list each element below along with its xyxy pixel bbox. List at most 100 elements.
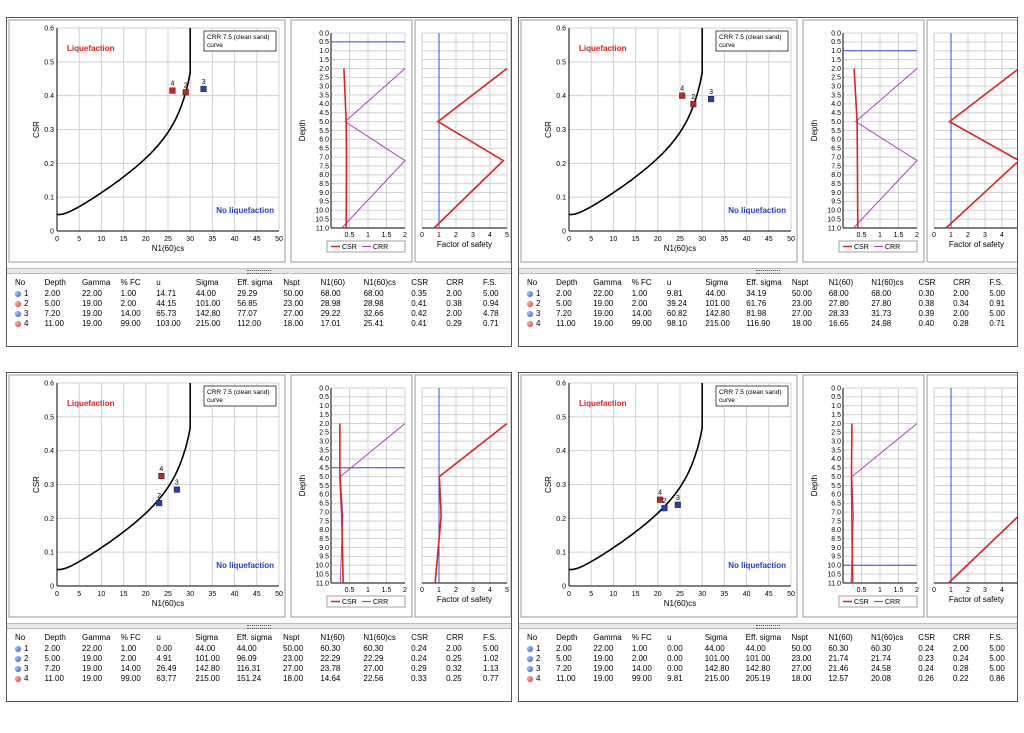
splitter-grip-icon[interactable] bbox=[247, 625, 271, 629]
splitter-grip-icon[interactable] bbox=[247, 270, 271, 274]
column-header[interactable]: F.S. bbox=[483, 633, 497, 642]
column-header[interactable]: u bbox=[156, 633, 161, 642]
column-header[interactable]: Sigma bbox=[195, 278, 219, 287]
table-row[interactable]: 1 2.00 22.00 1.00 14.71 44.00 29.29 50.00 68.00 6… bbox=[13, 289, 511, 299]
ratio-tick-label: 2 bbox=[915, 232, 919, 239]
column-header[interactable]: No bbox=[527, 278, 538, 287]
column-header[interactable]: Eff. sigma bbox=[746, 278, 782, 287]
column-header[interactable]: Gamma bbox=[593, 278, 622, 287]
table-row[interactable]: 3 7.20 19.00 14.00 65.73 142.80 77.07 27.00 29.2… bbox=[13, 309, 511, 319]
column-header[interactable]: CRR bbox=[446, 633, 464, 642]
depth-tick-label: 7.5 bbox=[319, 163, 329, 170]
results-table: No Depth Gamma % FC u Sigma Eff. sigma Nspt N1(6… bbox=[525, 631, 1017, 684]
column-header[interactable]: Depth bbox=[44, 633, 66, 642]
column-header[interactable]: Nspt bbox=[791, 633, 808, 642]
column-header[interactable]: % FC bbox=[120, 633, 141, 642]
column-header[interactable]: F.S. bbox=[989, 633, 1004, 642]
row-number-cell: 4 bbox=[525, 674, 554, 684]
ratio-tick-label: 1.5 bbox=[382, 587, 392, 594]
panel-splitter[interactable] bbox=[7, 623, 511, 629]
column-header[interactable]: Eff. sigma bbox=[236, 633, 273, 642]
n-tick-label: 50 bbox=[787, 591, 795, 598]
splitter-grip-icon[interactable] bbox=[756, 270, 780, 274]
column-header[interactable]: % FC bbox=[120, 278, 141, 287]
column-header[interactable]: Gamma bbox=[82, 633, 111, 642]
column-header[interactable]: Depth bbox=[44, 278, 66, 287]
csr-point-label: 4 bbox=[159, 466, 163, 473]
column-header[interactable]: CSR bbox=[411, 633, 428, 642]
column-header[interactable]: u bbox=[156, 278, 161, 287]
table-row[interactable]: 2 5.00 19.00 2.00 44.15 101.00 56.85 23.00 28.98… bbox=[13, 299, 511, 309]
table-row[interactable]: 1 2.00 22.00 1.00 0.00 44.00 44.00 50.00 60.30 60… bbox=[525, 644, 1017, 654]
table-cell: 12.57 bbox=[828, 674, 849, 683]
table-row[interactable]: 2 5.00 19.00 2.00 0.00 101.00 101.00 23.00 21.74… bbox=[525, 654, 1017, 664]
crr-legend-line2: curve bbox=[719, 397, 735, 404]
column-header[interactable]: No bbox=[15, 278, 26, 287]
column-header[interactable]: CRR bbox=[446, 278, 464, 287]
table-cell: 2.00 bbox=[446, 289, 462, 298]
table-cell: 50.00 bbox=[283, 289, 304, 298]
column-header[interactable]: % FC bbox=[631, 278, 652, 287]
table-cell: 5.00 bbox=[556, 299, 572, 308]
column-header[interactable]: CSR bbox=[411, 278, 429, 287]
column-header[interactable]: Nspt bbox=[283, 633, 300, 642]
legend-crr-label: CRR bbox=[373, 244, 388, 251]
column-header[interactable]: N1(60)cs bbox=[363, 278, 397, 287]
column-header[interactable]: N1(60)cs bbox=[363, 633, 396, 642]
column-header[interactable]: CSR bbox=[918, 633, 936, 642]
column-header[interactable]: N1(60)cs bbox=[871, 278, 904, 287]
column-header[interactable]: Depth bbox=[556, 633, 578, 642]
column-header[interactable]: F.S. bbox=[989, 278, 1004, 287]
depth-tick-label: 2.5 bbox=[319, 430, 329, 437]
column-header[interactable]: F.S. bbox=[483, 278, 497, 287]
table-row[interactable]: 3 7.20 19.00 14.00 26.49 142.80 116.31 27.00 23.… bbox=[13, 664, 511, 674]
panel-splitter[interactable] bbox=[519, 623, 1017, 629]
table-row[interactable]: 4 11.00 19.00 99.00 98.10 215.00 116.90 18.00 16… bbox=[525, 319, 1017, 329]
csr-tick-label: 0.2 bbox=[556, 516, 566, 523]
column-header[interactable]: Depth bbox=[556, 278, 578, 287]
column-header[interactable]: N1(60) bbox=[828, 633, 853, 642]
column-header[interactable]: N1(60) bbox=[320, 278, 346, 287]
column-header[interactable]: Gamma bbox=[593, 633, 622, 642]
column-header[interactable]: Sigma bbox=[705, 278, 729, 287]
table-row[interactable]: 2 5.00 19.00 2.00 39.24 101.00 61.76 23.00 27.80… bbox=[525, 299, 1017, 309]
splitter-grip-icon[interactable] bbox=[756, 625, 780, 629]
n-tick-label: 20 bbox=[142, 591, 150, 598]
table-row[interactable]: 4 11.00 19.00 99.00 103.00 215.00 112.00 18.00 1… bbox=[13, 319, 511, 329]
column-header[interactable]: Gamma bbox=[81, 278, 111, 287]
depth-tick-label: 0.5 bbox=[831, 39, 841, 46]
column-header[interactable]: N1(60) bbox=[320, 633, 345, 642]
table-row[interactable]: 1 2.00 22.00 1.00 9.81 44.00 34.19 50.00 68.00 68… bbox=[525, 289, 1017, 299]
table-row[interactable]: 2 5.00 19.00 2.00 4.91 101.00 96.09 23.00 22.29 2… bbox=[13, 654, 511, 664]
column-header[interactable]: Sigma bbox=[195, 633, 219, 642]
column-header[interactable]: Nspt bbox=[791, 278, 809, 287]
column-header[interactable]: Eff. sigma bbox=[745, 633, 782, 642]
column-header[interactable]: Sigma bbox=[704, 633, 728, 642]
panel-splitter[interactable] bbox=[519, 268, 1017, 274]
table-row[interactable]: 3 7.20 19.00 14.00 0.00 142.80 142.80 27.00 21.4… bbox=[525, 664, 1017, 674]
table-row[interactable]: 4 11.00 19.00 99.00 63.77 215.00 151.24 18.00 14… bbox=[13, 674, 511, 684]
table-row[interactable]: 3 7.20 19.00 14.00 60.82 142.80 81.98 27.00 28.3… bbox=[525, 309, 1017, 319]
column-header[interactable]: u bbox=[666, 278, 672, 287]
column-header[interactable]: CSR bbox=[918, 278, 936, 287]
column-header[interactable]: % FC bbox=[631, 633, 652, 642]
column-header[interactable]: CRR bbox=[953, 278, 971, 287]
table-row[interactable]: 4 11.00 19.00 99.00 9.81 215.00 205.19 18.00 12.… bbox=[525, 674, 1017, 684]
csr-point-label: 3 bbox=[202, 79, 206, 86]
table-cell: 0.33 bbox=[411, 674, 427, 683]
table-cell: 0.41 bbox=[411, 319, 427, 328]
table-cell: 44.00 bbox=[704, 644, 725, 653]
column-header[interactable]: u bbox=[667, 633, 672, 642]
column-header[interactable]: No bbox=[15, 633, 26, 642]
row-number: 3 bbox=[536, 309, 541, 318]
column-header[interactable]: CRR bbox=[952, 633, 971, 642]
panel-splitter[interactable] bbox=[7, 268, 511, 274]
table-cell: 112.00 bbox=[237, 319, 262, 328]
table-row[interactable]: 1 2.00 22.00 1.00 0.00 44.00 44.00 50.00 60.30 60… bbox=[13, 644, 511, 654]
column-header[interactable]: No bbox=[527, 633, 538, 642]
column-header[interactable]: Nspt bbox=[283, 278, 300, 287]
column-header[interactable]: N1(60) bbox=[828, 278, 854, 287]
column-header[interactable]: Eff. sigma bbox=[237, 278, 273, 287]
table-cell: 0.94 bbox=[483, 299, 499, 308]
column-header[interactable]: N1(60)cs bbox=[870, 633, 904, 642]
